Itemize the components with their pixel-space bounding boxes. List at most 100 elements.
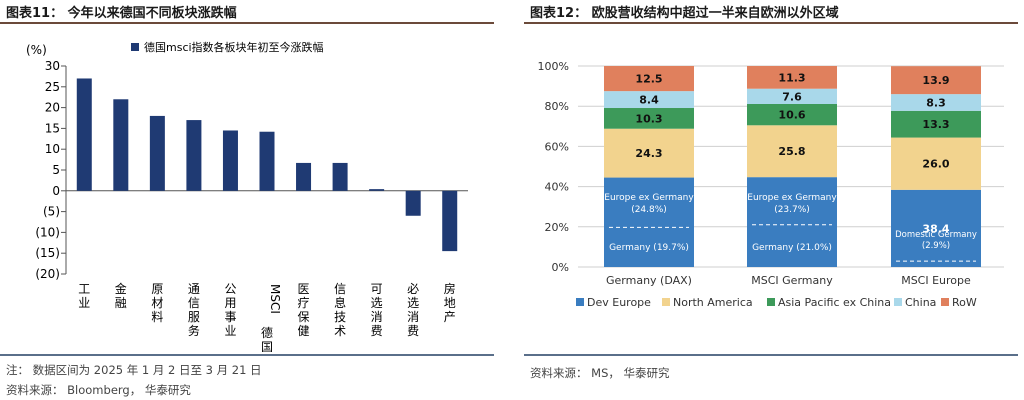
- legend-label: North America: [673, 296, 753, 309]
- x-category-label-char: 产: [444, 310, 456, 324]
- x-category-label-char: 消: [371, 310, 383, 324]
- y-tick-label: 0%: [552, 261, 569, 274]
- stack-segment: [604, 66, 694, 92]
- sector-bar: [76, 78, 92, 191]
- right-source: 资料来源： MS， 华泰研究: [530, 366, 670, 380]
- x-category-label: MSCI Germany: [751, 274, 833, 287]
- sector-bar: [149, 115, 165, 191]
- segment-value-label: 8.3: [926, 96, 946, 109]
- stack-segment: [604, 108, 694, 129]
- legend-swatch: [767, 298, 775, 306]
- x-category-label-char: 必: [407, 282, 419, 296]
- x-category-label-char: 地: [444, 296, 456, 310]
- segment-value-label: 10.3: [635, 112, 662, 125]
- y-tick-label: (20): [35, 267, 60, 281]
- segment-value-label: 12.5: [635, 73, 662, 86]
- x-category-label-char: 原: [151, 282, 163, 296]
- x-category-label-char: 业: [224, 324, 236, 338]
- stack-segment: [891, 137, 981, 190]
- stack-segment: [604, 128, 694, 178]
- inner-label-line1: Domestic Germany: [895, 230, 977, 240]
- left-chart-title: 图表11： 今年以来德国不同板块涨跌幅: [6, 6, 237, 21]
- y-tick-label: (15): [35, 246, 60, 260]
- legend-label: China: [905, 296, 936, 309]
- y-tick-label: (10): [35, 225, 60, 239]
- x-category-label-char: 选: [407, 296, 419, 310]
- x-category-label-char: 融: [115, 296, 127, 310]
- x-category-label-char: 信: [188, 296, 200, 310]
- inner-label-line2: (2.9%): [922, 241, 950, 251]
- left-chart-panel: 图表11： 今年以来德国不同板块涨跌幅 (%) 德国msci指数各板块年初至今涨跌…: [0, 0, 500, 400]
- x-category-label-char: 用: [224, 296, 236, 310]
- stack-segment: [891, 189, 981, 267]
- y-tick-label: 15: [45, 121, 60, 135]
- segment-value-label: 38.4: [922, 222, 949, 235]
- segment-value-label: 7.6: [782, 90, 802, 103]
- y-tick-label: 30: [45, 59, 60, 73]
- legend-swatch: [131, 43, 139, 51]
- x-category-label-char: 选: [371, 296, 383, 310]
- inner-label-lower: Germany (21.0%): [752, 243, 832, 253]
- right-footer-rule: [524, 354, 1018, 356]
- left-footer-rule: [0, 354, 494, 356]
- x-category-label-char: 费: [407, 324, 419, 338]
- right-title-rule: [524, 22, 1018, 24]
- right-chart-panel: 图表12： 欧股营收结构中超过一半来自欧洲以外区域 0% 20% 40% 60% 80%…: [524, 0, 1024, 400]
- left-bar-chart: (%) 德国msci指数各板块年初至今涨跌幅 30 25 20 15 10 5 0 (5) (10)…: [26, 40, 468, 352]
- sector-bar: [369, 189, 385, 191]
- y-tick-label: 10: [45, 142, 60, 156]
- x-category-label-char: 材: [151, 296, 163, 310]
- x-category-label-char: 工: [78, 282, 90, 296]
- stack-segment: [747, 103, 837, 126]
- x-category-label-char: 房: [444, 281, 456, 296]
- x-category-label-char: 通: [188, 282, 200, 296]
- stack-segment: [891, 66, 981, 95]
- sector-bar: [332, 162, 348, 191]
- segment-value-label: 10.6: [778, 109, 805, 122]
- x-category-label-char: 可: [371, 282, 383, 296]
- x-category-label-part: 国: [261, 340, 273, 352]
- y-tick-label: 60%: [545, 140, 569, 153]
- inner-label-line1: Europe ex Germany: [747, 193, 837, 203]
- inner-label-line2: (23.7%): [774, 205, 810, 215]
- y-tick-label: 25: [45, 80, 60, 94]
- x-category-label: Germany (DAX): [606, 274, 692, 287]
- x-category-label-part: 德: [261, 325, 273, 340]
- legend-label: RoW: [952, 296, 977, 309]
- x-category-label-char: 健: [298, 324, 310, 338]
- sector-bar: [259, 131, 275, 191]
- x-category-label-char: 消: [407, 310, 419, 324]
- y-tick-label: 100%: [538, 60, 569, 73]
- left-note: 注： 数据区间为 2025 年 1 月 2 日至 3 月 21 日: [6, 363, 262, 377]
- left-source: 资料来源： Bloomberg， 华泰研究: [6, 383, 191, 397]
- y-tick-label: (5): [43, 205, 60, 219]
- y-tick-label: 80%: [545, 100, 569, 113]
- legend-swatch: [894, 298, 902, 306]
- y-tick-label: 0: [52, 184, 60, 198]
- x-category-label-char: 服: [188, 310, 200, 324]
- y-tick-label: 20%: [545, 221, 569, 234]
- sector-bar: [186, 120, 202, 191]
- x-category-label-char: 公: [224, 282, 236, 296]
- legend-swatch: [576, 298, 584, 306]
- x-category-label-char: 保: [298, 310, 310, 324]
- stack-segment: [604, 177, 694, 267]
- x-category-label-char: 术: [334, 324, 346, 338]
- segment-value-label: 13.9: [922, 74, 949, 87]
- sector-bar: [113, 99, 129, 191]
- legend-label: 德国msci指数各板块年初至今涨跌幅: [144, 40, 324, 54]
- stack-segment: [891, 94, 981, 111]
- segment-value-label: 26.0: [922, 158, 949, 171]
- legend-swatch: [941, 298, 949, 306]
- segment-value-label: 8.4: [639, 94, 659, 107]
- legend-label: Dev Europe: [587, 296, 651, 309]
- x-category-label: MSCI Europe: [901, 274, 971, 287]
- x-category-label-char: 疗: [298, 296, 310, 310]
- sector-bar: [442, 190, 458, 252]
- segment-value-label: 13.3: [922, 118, 949, 131]
- y-axis-unit: (%): [26, 43, 47, 57]
- x-category-label-char: 医: [298, 282, 310, 296]
- sector-bar: [222, 130, 238, 191]
- inner-label-lower: Germany (19.7%): [609, 243, 689, 253]
- segment-value-label: 11.3: [778, 71, 805, 84]
